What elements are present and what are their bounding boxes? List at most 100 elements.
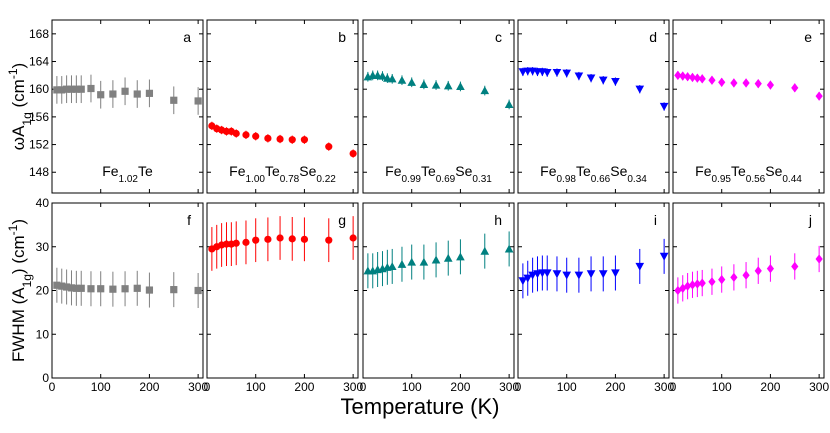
- data-point: [431, 255, 441, 264]
- panel: e Fe0.95Te0.56Se0.44: [672, 19, 825, 194]
- data-point: [574, 72, 584, 81]
- y-tick-label: 20: [36, 284, 50, 298]
- x-tick-label: 300: [809, 380, 829, 394]
- data-point: [133, 284, 141, 292]
- y-tick-label: 10: [36, 327, 50, 341]
- data-point: [242, 131, 250, 139]
- data-point: [443, 81, 453, 90]
- data-point: [58, 86, 66, 94]
- data-point: [552, 68, 562, 77]
- data-point: [718, 77, 726, 87]
- x-tick-label: 300: [654, 380, 674, 394]
- x-tick-label: 200: [139, 380, 159, 394]
- data-point: [586, 74, 596, 83]
- data-point: [97, 91, 105, 99]
- data-point: [611, 269, 620, 278]
- x-tick-label: 300: [188, 380, 208, 394]
- data-point: [232, 239, 240, 247]
- data-point: [754, 78, 762, 89]
- data-point: [242, 238, 250, 246]
- data-point: [480, 86, 490, 95]
- data-point: [815, 254, 823, 264]
- x-tick-label: 300: [499, 380, 519, 394]
- panel-letter: e: [804, 29, 812, 45]
- composition-label: Fe1.00Te0.78Se0.22: [229, 163, 336, 185]
- panel-letter: j: [808, 212, 812, 228]
- data-point: [145, 89, 154, 97]
- data-point: [528, 271, 537, 280]
- y-tick-label: 30: [36, 240, 50, 254]
- panel: 0 100 200 300 h: [360, 202, 519, 394]
- y-tick-label: 164: [29, 55, 49, 69]
- data-point: [542, 68, 552, 77]
- y-tick-label: 160: [29, 82, 49, 96]
- y-tick-label: 40: [36, 196, 50, 210]
- data-point: [586, 270, 596, 279]
- data-point: [87, 285, 95, 293]
- data-point: [523, 274, 533, 283]
- panel-letter: a: [183, 29, 191, 45]
- data-point: [456, 82, 465, 91]
- data-point: [698, 74, 706, 84]
- data-point: [325, 143, 333, 151]
- composition-label: Fe1.02Te: [102, 163, 153, 185]
- data-point: [504, 100, 514, 109]
- data-point: [300, 136, 309, 144]
- data-point: [397, 75, 407, 84]
- data-point: [325, 236, 333, 244]
- data-point: [708, 75, 716, 85]
- panel-frame: [206, 202, 359, 379]
- y-tick-label: 152: [29, 138, 49, 152]
- panel-letter: i: [654, 212, 657, 228]
- data-point: [766, 263, 775, 274]
- data-point: [252, 236, 260, 244]
- data-point: [611, 77, 620, 86]
- data-point: [635, 262, 645, 271]
- data-point: [288, 235, 296, 243]
- data-point: [598, 270, 608, 279]
- x-tick-label: 300: [343, 380, 363, 394]
- x-tick-label: 0: [515, 380, 522, 394]
- data-point: [542, 269, 552, 278]
- data-point: [791, 83, 799, 93]
- data-point: [815, 91, 823, 101]
- data-point: [77, 284, 85, 292]
- data-point: [518, 277, 528, 286]
- data-point: [349, 149, 357, 158]
- data-point: [431, 80, 441, 89]
- panel-frame: [362, 202, 515, 379]
- data-point: [718, 274, 726, 285]
- data-point: [232, 129, 240, 138]
- y-tick-label: 0: [42, 371, 49, 385]
- data-point: [693, 279, 701, 289]
- panel: d Fe0.98Te0.66Se0.34: [517, 19, 670, 194]
- y-axis-label: ωA1g (cm-1): [6, 63, 34, 150]
- x-tick-label: 100: [402, 380, 422, 394]
- y-tick-label: 168: [29, 27, 49, 41]
- data-point: [407, 77, 417, 86]
- x-tick-label: 100: [91, 380, 111, 394]
- data-point: [684, 281, 692, 291]
- panel: 0 100 200 300 i: [515, 202, 674, 394]
- panel-letter: g: [338, 212, 346, 228]
- panel: 0 10 20 30 40 0 100 200 300 f FWHM (A1g) (cm-1): [6, 196, 208, 394]
- panel-letter: b: [338, 29, 346, 45]
- data-point: [109, 285, 117, 293]
- data-point: [387, 74, 397, 83]
- y-tick-label: 156: [29, 110, 49, 124]
- data-point: [562, 69, 572, 78]
- x-tick-label: 200: [605, 380, 625, 394]
- panel: b Fe1.00Te0.78Se0.22: [206, 19, 359, 194]
- data-point: [598, 76, 608, 85]
- data-point: [276, 135, 284, 143]
- data-point: [688, 280, 697, 290]
- data-point: [264, 235, 272, 243]
- data-point: [121, 87, 129, 95]
- panel: 0 100 200 300 j: [670, 202, 829, 394]
- panel-frame: [51, 19, 204, 194]
- data-point: [109, 90, 117, 98]
- data-point: [659, 252, 669, 261]
- x-tick-label: 200: [294, 380, 314, 394]
- data-point: [288, 136, 296, 144]
